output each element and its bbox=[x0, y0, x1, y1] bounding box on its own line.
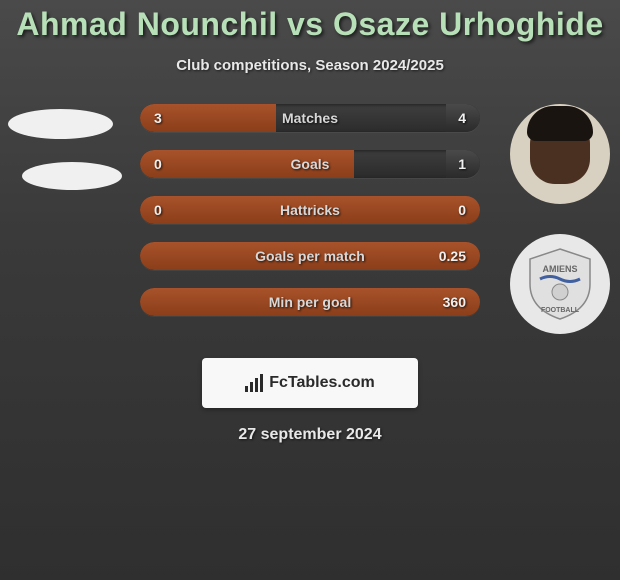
stat-label: Goals per match bbox=[140, 242, 480, 270]
value-right: 4 bbox=[458, 104, 466, 132]
stat-row-hattricks: 0 Hattricks 0 bbox=[140, 196, 480, 224]
svg-text:FOOTBALL: FOOTBALL bbox=[541, 307, 580, 314]
player2-hair bbox=[527, 106, 593, 141]
player2-avatar bbox=[510, 104, 610, 204]
stat-row-matches: 3 Matches 4 bbox=[140, 104, 480, 132]
stat-label: Hattricks bbox=[140, 196, 480, 224]
player1-avatar-placeholder bbox=[8, 109, 113, 139]
value-right: 360 bbox=[443, 288, 466, 316]
comparison-infographic: Ahmad Nounchil vs Osaze Urhoghide Club c… bbox=[0, 0, 620, 580]
stat-label: Matches bbox=[140, 104, 480, 132]
player2-club-logo: AMIENS FOOTBALL bbox=[510, 234, 610, 334]
value-right: 0 bbox=[458, 196, 466, 224]
bar-chart-icon bbox=[245, 374, 263, 392]
subtitle: Club competitions, Season 2024/2025 bbox=[0, 57, 620, 74]
player1-club-placeholder bbox=[22, 162, 122, 190]
date-label: 27 september 2024 bbox=[0, 426, 620, 444]
stat-rows: 3 Matches 4 0 Goals 1 0 Hattricks 0 bbox=[140, 104, 480, 334]
footer-brand-box: FcTables.com bbox=[202, 358, 418, 408]
footer-brand-text: FcTables.com bbox=[269, 374, 375, 392]
footer-logo: FcTables.com bbox=[245, 374, 375, 392]
stat-row-goals: 0 Goals 1 bbox=[140, 150, 480, 178]
value-right: 1 bbox=[458, 150, 466, 178]
club-shield-icon: AMIENS FOOTBALL bbox=[520, 244, 600, 324]
stat-row-min-per-goal: Min per goal 360 bbox=[140, 288, 480, 316]
stat-label: Goals bbox=[140, 150, 480, 178]
page-title: Ahmad Nounchil vs Osaze Urhoghide bbox=[0, 0, 620, 43]
stat-row-goals-per-match: Goals per match 0.25 bbox=[140, 242, 480, 270]
value-right: 0.25 bbox=[439, 242, 466, 270]
stat-label: Min per goal bbox=[140, 288, 480, 316]
content-area: AMIENS FOOTBALL 3 Matches 4 0 Goals 1 bbox=[0, 104, 620, 344]
svg-text:AMIENS: AMIENS bbox=[542, 264, 577, 274]
